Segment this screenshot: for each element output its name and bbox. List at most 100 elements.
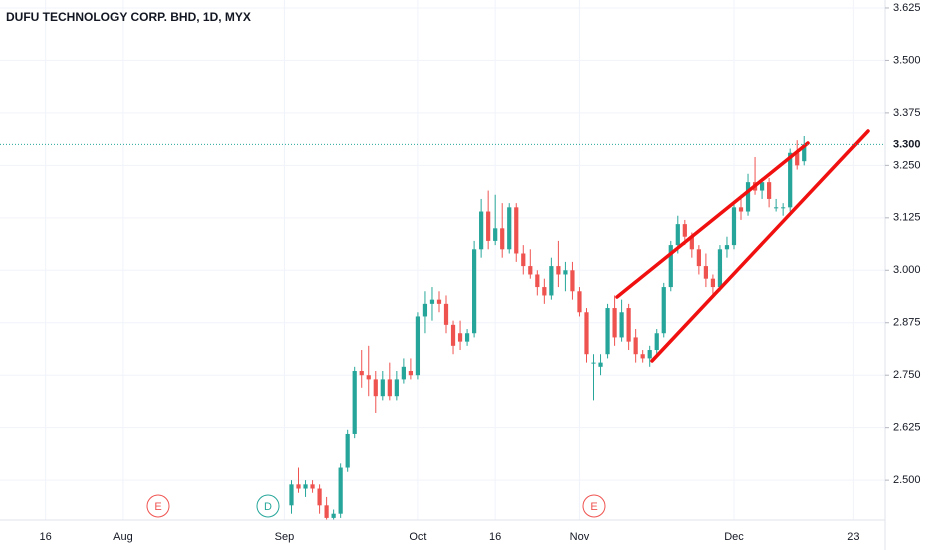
candle-body xyxy=(493,228,498,241)
candle-body xyxy=(479,211,484,250)
candle-body xyxy=(373,379,378,397)
candle-body xyxy=(738,207,744,212)
candle-body xyxy=(394,379,399,397)
candle-body xyxy=(457,333,463,342)
candle-body xyxy=(795,152,800,166)
grid xyxy=(0,0,885,520)
chart-title: DUFU TECHNOLOGY CORP. BHD, 1D, MYX xyxy=(6,10,251,24)
candle-body xyxy=(436,299,442,304)
y-tick-label: 3.125 xyxy=(893,212,921,224)
candle-body xyxy=(303,484,308,489)
candle-body xyxy=(668,245,673,288)
candle-body xyxy=(802,144,807,162)
last-price-label: 3.300 xyxy=(893,138,921,150)
candle-body xyxy=(387,379,392,397)
candle-body xyxy=(443,303,449,325)
candle-body xyxy=(654,333,659,351)
candle-body xyxy=(429,299,435,304)
candle-body xyxy=(675,224,680,246)
candle-body xyxy=(535,274,540,288)
y-tick-label: 3.625 xyxy=(893,2,921,14)
candle-body xyxy=(759,182,765,191)
candle-body xyxy=(450,324,456,346)
candle-body xyxy=(703,266,708,279)
candle-body xyxy=(472,249,477,334)
candle-body xyxy=(549,266,554,296)
candle-body xyxy=(352,371,357,434)
candle-body xyxy=(591,362,596,364)
candle-body xyxy=(781,207,786,209)
event-marker[interactable] xyxy=(146,494,170,518)
upper-trend-line xyxy=(615,141,810,299)
candle-body xyxy=(521,253,526,267)
candle-body xyxy=(408,371,413,376)
event-marker[interactable] xyxy=(256,494,280,518)
candle-body xyxy=(296,484,301,489)
candle-body xyxy=(724,245,730,250)
candle-body xyxy=(310,484,315,489)
y-tick-label: 2.875 xyxy=(893,317,921,329)
candle-body xyxy=(710,278,716,288)
candle-body xyxy=(556,266,561,275)
candle-body xyxy=(563,270,568,275)
event-markers: E D E xyxy=(146,494,606,518)
candle-body xyxy=(605,308,610,355)
candle-body xyxy=(570,270,575,292)
x-tick-label: Dec xyxy=(724,531,744,543)
candle-body xyxy=(331,513,336,518)
candle-body xyxy=(324,505,329,518)
candle-body xyxy=(598,362,603,367)
event-marker[interactable] xyxy=(582,494,606,518)
candle-body xyxy=(696,249,701,267)
event-label: D xyxy=(264,501,272,513)
candle-body xyxy=(640,354,645,359)
candle-body xyxy=(422,303,428,317)
candle-body xyxy=(584,312,589,355)
y-tick-label: 2.625 xyxy=(893,422,921,434)
candle-body xyxy=(514,207,519,254)
candle-body xyxy=(486,211,491,241)
candle-body xyxy=(542,287,547,296)
x-tick-label: Nov xyxy=(570,531,590,543)
candle-body xyxy=(633,337,638,355)
lower-trend-line xyxy=(650,129,870,363)
candle-body xyxy=(338,467,343,514)
candle-body xyxy=(661,287,666,334)
y-tick-label: 3.500 xyxy=(893,54,921,66)
candles xyxy=(289,135,807,520)
candle-body xyxy=(788,152,793,208)
candle-body xyxy=(717,249,723,288)
candle-body xyxy=(577,291,582,313)
candle-body xyxy=(380,379,385,397)
candle-body xyxy=(528,266,533,275)
x-tick-label: Aug xyxy=(113,531,133,543)
y-tick-label: 3.000 xyxy=(893,264,921,276)
candle-body xyxy=(745,182,751,212)
y-tick-label: 2.500 xyxy=(893,474,921,486)
candle-body xyxy=(289,484,294,506)
candle-body xyxy=(507,207,512,250)
candle-body xyxy=(682,224,687,237)
x-tick-label: 16 xyxy=(489,531,501,543)
candle-body xyxy=(612,308,617,338)
candle-body xyxy=(767,182,772,199)
candle-body xyxy=(626,308,631,342)
x-tick-label: 23 xyxy=(847,531,859,543)
y-tick-label: 3.250 xyxy=(893,159,921,171)
y-tick-label: 3.375 xyxy=(893,107,921,119)
candle-body xyxy=(647,350,652,359)
event-label: E xyxy=(154,501,161,513)
candle-body xyxy=(500,228,505,250)
event-label: E xyxy=(590,501,597,513)
x-tick-label: Sep xyxy=(275,531,295,543)
candle-body xyxy=(689,236,694,250)
x-tick-label: 16 xyxy=(40,531,52,543)
candle-body xyxy=(774,207,779,209)
trend-lines xyxy=(615,129,870,363)
candle-body xyxy=(366,375,371,380)
x-tick-label: Oct xyxy=(409,531,426,543)
candle-body xyxy=(619,312,624,338)
candle-body xyxy=(464,333,470,342)
